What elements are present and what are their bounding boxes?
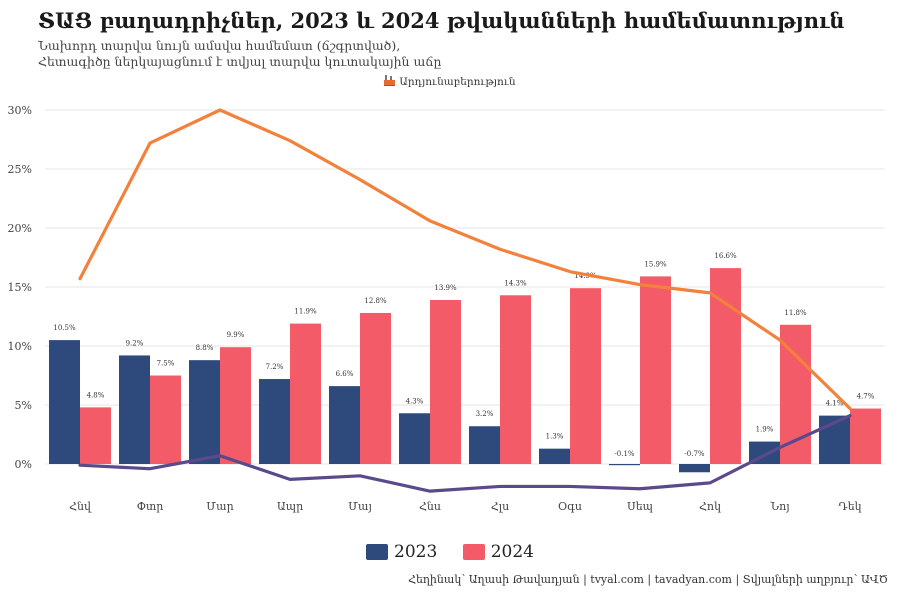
bar-2023 [399, 413, 430, 464]
y-tick-label: 20% [8, 222, 32, 235]
x-tick-label: Մար [206, 500, 233, 513]
bar-2024 [710, 268, 741, 464]
data-label-2023: -0.7% [684, 450, 704, 458]
data-label-2024: 14.3% [504, 279, 527, 287]
subtitle-line-2: Հետագիծը ներկայացնում է տվյալ տարվա կուտ… [38, 54, 442, 69]
legend-label-2024: 2024 [490, 542, 534, 562]
bar-2024 [850, 408, 881, 464]
data-label-2023: 10.5% [53, 324, 76, 332]
bar-2024 [360, 312, 391, 464]
x-tick-label: Մայ [348, 500, 372, 513]
bar-2023 [119, 355, 150, 464]
chart-title: ՏԱՑ բաղադրիչներ, 2023 և 2024 թվականների … [38, 8, 845, 33]
bar-2024 [220, 347, 251, 464]
data-label-2023: 8.8% [196, 344, 214, 352]
x-tick-label: Հնս [419, 500, 441, 513]
data-label-2024: 7.5% [157, 360, 175, 368]
bar-2023 [609, 464, 640, 466]
legend-label-2023: 2023 [394, 542, 438, 562]
legend-item-2023: 2023 [366, 542, 437, 562]
data-label-2024: 16.6% [714, 252, 737, 260]
data-label-2024: 4.7% [857, 393, 875, 401]
cumulative-line-2023 [78, 414, 852, 493]
bar-2023 [49, 340, 80, 464]
x-tick-label: Հլս [491, 500, 509, 513]
data-label-2023: 1.3% [546, 433, 564, 441]
data-label-2024: 11.9% [294, 308, 317, 316]
bar-2024 [640, 276, 671, 464]
bar-2024 [80, 407, 111, 464]
data-label-2024: 15.9% [644, 260, 667, 268]
facet-label-text: Արդյունաբերություն [399, 76, 516, 88]
bar-2024 [290, 323, 321, 464]
bar-2023 [539, 448, 570, 464]
y-tick-label: 0% [15, 458, 32, 471]
x-tick-label: Ապր [277, 500, 303, 513]
cumulative-line-2024 [78, 108, 852, 411]
x-tick-label: Հնվ [69, 500, 92, 513]
data-label-2023: 1.9% [756, 426, 774, 434]
data-label-2023: 4.1% [826, 400, 844, 408]
x-tick-label: Դեկ [838, 500, 861, 513]
bar-2023 [679, 464, 710, 473]
data-label-2024: 12.8% [364, 297, 387, 305]
data-label-2024: 11.8% [784, 309, 807, 317]
x-tick-label: Նոյ [769, 500, 789, 513]
data-label-2023: -0.1% [614, 450, 634, 458]
data-label-2024: 4.8% [87, 391, 105, 399]
x-tick-label: Հոկ [699, 500, 721, 513]
bar-2024 [570, 288, 601, 464]
subtitle-line-1: Նախորդ տարվա նույն ամսվա համեմատ (ճշգրտվ… [38, 38, 401, 53]
legend-swatch-2023 [366, 544, 389, 560]
bar-2024 [430, 299, 461, 464]
bar-2023 [329, 386, 360, 464]
y-tick-label: 5% [15, 399, 32, 412]
data-label-2023: 6.6% [336, 370, 354, 378]
legend: 2023 2024 [0, 542, 900, 565]
y-tick-label: 10% [8, 340, 32, 353]
y-tick-label: 25% [8, 163, 32, 176]
legend-item-2024: 2024 [462, 542, 534, 562]
x-tick-label: Փտր [137, 500, 164, 513]
data-label-2024: 13.9% [434, 284, 457, 292]
y-tick-label: 30% [8, 104, 32, 117]
legend-swatch-2024 [462, 544, 485, 560]
x-tick-label: Սեպ [627, 500, 653, 513]
data-label-2023: 7.2% [266, 363, 284, 371]
data-label-2023: 9.2% [126, 339, 144, 347]
y-tick-label: 15% [8, 281, 32, 294]
data-label-2023: 4.3% [406, 397, 424, 405]
bar-2023 [189, 360, 220, 464]
bar-2023 [259, 379, 290, 464]
source-caption: Հեղինակ՝ Աղասի Թավադյան | tvyal.com | ta… [408, 573, 888, 586]
factory-icon [384, 75, 396, 86]
bar-2024 [150, 375, 181, 464]
chart-subtitle: Նախորդ տարվա նույն ամսվա համեմատ (ճշգրտվ… [38, 38, 441, 70]
data-label-2023: 3.2% [476, 410, 494, 418]
data-label-2024: 9.9% [227, 331, 245, 339]
bar-2023 [469, 426, 500, 464]
bar-2024 [500, 295, 531, 464]
x-tick-label: Օգս [558, 500, 582, 513]
facet-label: Արդյունաբերություն [0, 75, 900, 88]
